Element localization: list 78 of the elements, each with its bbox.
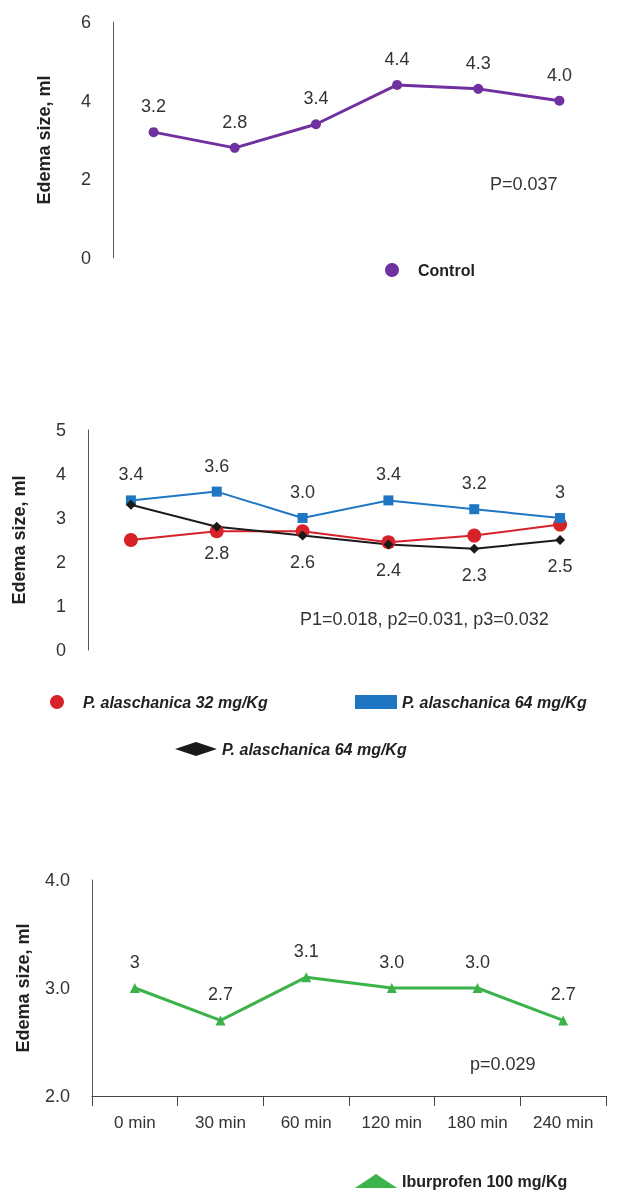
- data-label: 3.6: [204, 455, 230, 476]
- y-tick-label: 5: [55, 420, 66, 440]
- x-tick-label: 240 min: [532, 1113, 594, 1132]
- data-label: 2.7: [207, 984, 234, 1005]
- point: [392, 79, 403, 90]
- legend-label: P. alaschanica 32 mg/Kg: [83, 693, 268, 711]
- data-label: 3.1: [293, 941, 319, 962]
- y-tick-label: 2: [80, 169, 91, 190]
- annotation: P=0.037: [490, 174, 558, 194]
- point: [469, 504, 480, 515]
- point: [554, 95, 565, 106]
- data-label: 4.3: [465, 52, 491, 73]
- legend-label: P. alaschanica 64 mg/Kg: [222, 740, 407, 758]
- data-label: 4.4: [384, 48, 410, 69]
- legend-label: Control: [418, 261, 475, 279]
- point: [555, 535, 566, 545]
- point: [125, 499, 136, 510]
- data-label: 3.0: [290, 482, 316, 502]
- data-label: 2.8: [222, 111, 248, 132]
- point: [211, 486, 222, 497]
- data-label: 3.0: [464, 952, 491, 972]
- point: [383, 539, 394, 550]
- data-label: 2.8: [204, 542, 230, 563]
- data-label: 3: [555, 482, 566, 502]
- data-label: 2.4: [375, 560, 401, 581]
- point: [558, 1015, 569, 1026]
- legend-label: P. alaschanica 64 mg/Kg: [402, 693, 587, 711]
- y-tick-label: 6: [80, 12, 91, 32]
- data-label: 3.2: [461, 473, 487, 494]
- legend-label: Iburprofen 100 mg/Kg: [402, 1172, 568, 1190]
- y-tick-label: 2: [55, 552, 66, 572]
- data-label: 3.4: [375, 464, 401, 485]
- y-tick-label: 0: [55, 640, 66, 660]
- point: [148, 127, 159, 138]
- data-label: 3.4: [118, 464, 144, 485]
- point: [555, 513, 566, 523]
- point: [386, 983, 397, 993]
- y-tick-label: 3.0: [44, 978, 70, 998]
- data-label: 3.0: [379, 952, 405, 972]
- y-tick-label: 2.0: [44, 1086, 70, 1106]
- y-axis-title: Edema size, ml: [34, 75, 54, 205]
- y-tick-label: 4.0: [44, 870, 70, 890]
- x-tick-label: 120 min: [361, 1113, 423, 1132]
- point: [383, 495, 394, 506]
- point: [129, 983, 140, 993]
- point: [301, 972, 312, 983]
- data-label: 2.6: [290, 551, 316, 572]
- data-label: 4.0: [546, 64, 572, 85]
- y-tick-label: 4: [55, 464, 66, 484]
- x-tick-label: 180 min: [447, 1113, 508, 1132]
- annotation: P1=0.018, p2=0.031, p3=0.032: [300, 609, 549, 629]
- y-tick-label: 4: [80, 90, 91, 111]
- y-axis-title: Edema size, ml: [13, 923, 33, 1053]
- x-tick-label: 30 min: [194, 1113, 247, 1132]
- y-tick-label: 1: [55, 596, 66, 616]
- data-label: 2.5: [547, 556, 573, 576]
- point: [297, 513, 308, 523]
- point: [229, 142, 240, 153]
- y-axis-title: Edema size, ml: [9, 475, 29, 605]
- point: [310, 119, 321, 130]
- point: [123, 533, 138, 547]
- data-label: 3.4: [303, 88, 329, 109]
- x-tick-label: 60 min: [280, 1113, 332, 1132]
- y-tick-label: 3: [55, 508, 66, 528]
- x-tick-label: 0 min: [114, 1113, 156, 1132]
- data-label: 3: [129, 952, 140, 972]
- point: [215, 1015, 226, 1026]
- y-tick-label: 0: [80, 248, 91, 268]
- data-label: 3.2: [141, 96, 167, 117]
- point: [297, 530, 308, 541]
- point: [472, 983, 483, 993]
- point: [473, 83, 484, 94]
- annotation: p=0.029: [470, 1054, 536, 1074]
- point: [211, 521, 222, 532]
- data-label: 2.7: [550, 984, 576, 1005]
- data-label: 2.3: [461, 564, 487, 585]
- point: [469, 543, 480, 554]
- point: [467, 528, 482, 543]
